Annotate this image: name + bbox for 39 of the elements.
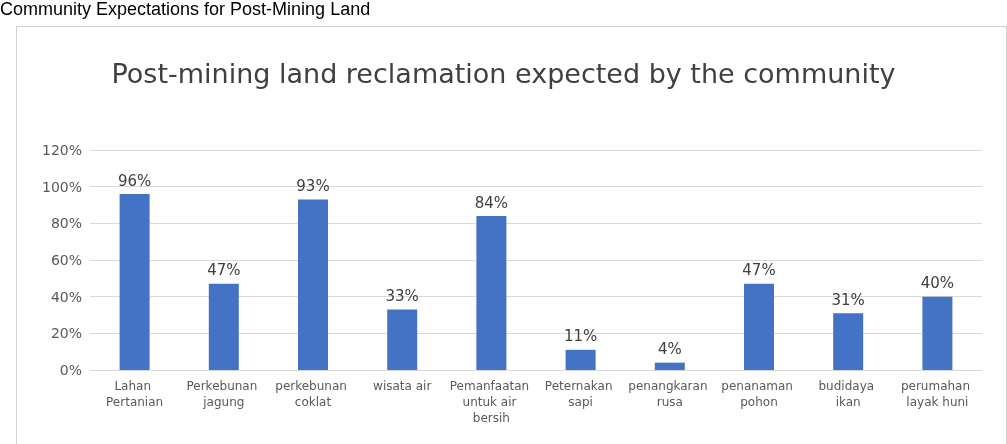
y-tick-label: 0% — [59, 362, 82, 378]
x-tick-label: perkebunan coklat — [275, 379, 351, 409]
bar — [298, 199, 328, 370]
bar — [387, 309, 418, 370]
data-label: 33% — [385, 287, 419, 305]
data-label: 31% — [831, 290, 865, 309]
bar — [744, 283, 774, 370]
x-tick-label: wisata air — [373, 379, 432, 393]
bar — [119, 194, 150, 370]
text: Community Expectations for Post-Mining Land — [0, 0, 371, 19]
y-tick-label: 120% — [41, 142, 82, 158]
bar — [833, 313, 864, 370]
data-label: 11% — [563, 327, 598, 346]
x-tick-label: Perkebunan jagung — [186, 379, 262, 409]
y-tick-label: 80% — [50, 215, 82, 232]
x-tick-label: Pemanfaatan untuk air bersih — [449, 379, 534, 425]
data-label: 47% — [742, 261, 776, 280]
x-tick-label: budidaya ikan — [818, 379, 878, 409]
data-label: 96% — [117, 171, 152, 190]
bar — [565, 349, 596, 370]
x-tick-label: perumahan layak huni — [900, 379, 974, 409]
x-tick-label: penangkaran rusa — [628, 379, 712, 409]
y-tick-label: 40% — [50, 288, 82, 305]
y-tick-label: 60% — [50, 252, 82, 268]
bar — [654, 362, 685, 370]
data-label: 47% — [207, 261, 241, 280]
bar — [208, 283, 239, 370]
data-label: 40% — [920, 274, 955, 293]
data-label: 84% — [474, 193, 509, 212]
y-tick-label: 20% — [50, 325, 82, 342]
data-label: 4% — [657, 340, 682, 359]
chart-title: Post-mining land reclamation expected by the community — [111, 58, 896, 89]
bar — [922, 296, 953, 370]
y-tick-label: 100% — [41, 178, 82, 195]
x-tick-label: Peternakan sapi — [544, 379, 617, 409]
x-tick-label: penanaman pohon — [721, 379, 797, 409]
data-label: 93% — [296, 177, 330, 195]
bar — [476, 216, 507, 370]
x-tick-label: Lahan Pertanian — [106, 379, 164, 409]
